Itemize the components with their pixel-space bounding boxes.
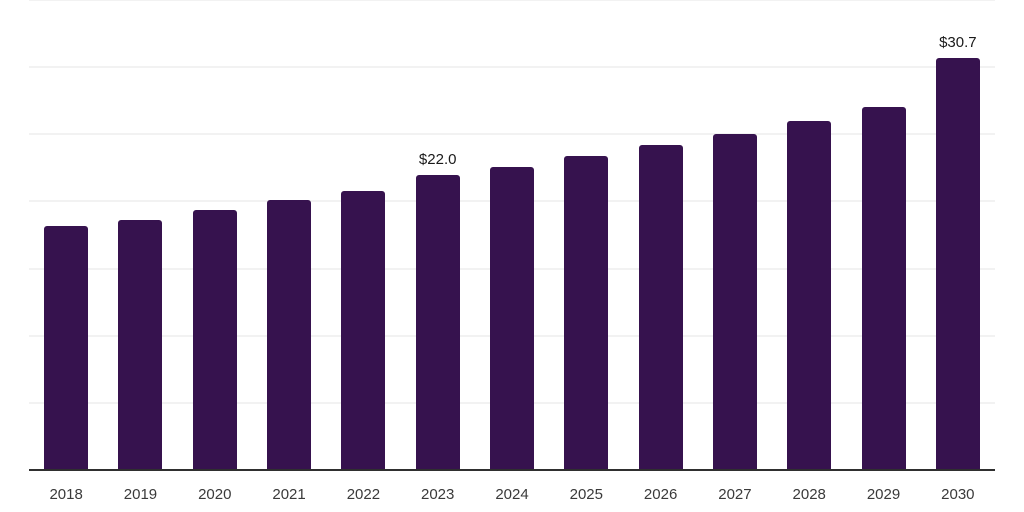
x-tick-label-2028: 2028 [792, 486, 826, 503]
bar-2030 [935, 57, 980, 470]
x-tick-label-2020: 2020 [198, 486, 232, 503]
x-tick-label-2018: 2018 [49, 486, 83, 503]
plot-area: $22.0 $30.7 [29, 0, 995, 471]
bar-2023 [415, 174, 460, 470]
bar-2022 [341, 190, 386, 470]
x-tick-label-2024: 2024 [495, 486, 529, 503]
gridline-30 [29, 66, 995, 69]
bar-2026 [638, 145, 683, 470]
x-tick-label-2021: 2021 [272, 486, 306, 503]
bar-value-label-2030: $30.7 [939, 33, 977, 51]
x-tick-label-2027: 2027 [718, 486, 752, 503]
x-tick-label-2025: 2025 [569, 486, 603, 503]
bar-2029 [861, 107, 906, 470]
gridline-25 [29, 133, 995, 136]
bar-2020 [192, 209, 237, 470]
bar-2027 [712, 134, 757, 470]
gridline-35 [29, 0, 995, 1]
bar-2024 [490, 166, 534, 470]
x-tick-label-2026: 2026 [643, 486, 678, 503]
x-tick-label-2022: 2022 [346, 486, 381, 503]
x-tick-label-2023: 2023 [421, 486, 455, 503]
x-axis-line [29, 469, 995, 471]
x-tick-label-2030: 2030 [941, 486, 975, 503]
bar-2025 [564, 155, 609, 470]
x-tick-label-2019: 2019 [123, 486, 158, 503]
x-tick-label-2029: 2029 [866, 486, 901, 503]
bar-2021 [267, 200, 312, 470]
bar-2019 [118, 220, 163, 470]
bar-value-label-2023: $22.0 [418, 150, 457, 168]
bar-2028 [787, 120, 832, 470]
bar-2018 [44, 225, 89, 470]
